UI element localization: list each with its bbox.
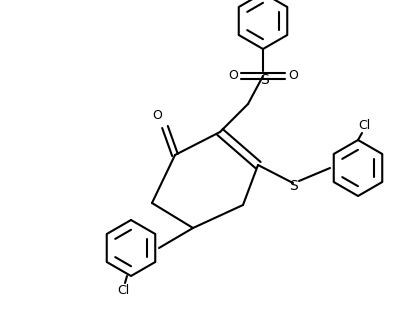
Text: Cl: Cl: [357, 119, 369, 132]
Text: Cl: Cl: [117, 284, 129, 297]
Text: S: S: [289, 179, 298, 193]
Text: S: S: [260, 73, 269, 87]
Text: O: O: [288, 70, 297, 82]
Text: O: O: [152, 109, 162, 122]
Text: O: O: [228, 70, 237, 82]
